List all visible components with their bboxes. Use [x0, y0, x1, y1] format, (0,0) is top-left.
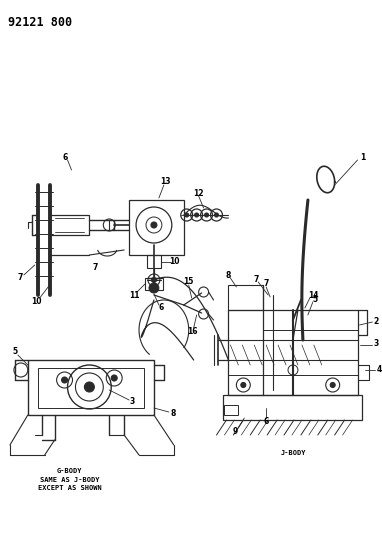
Text: 8: 8 [170, 408, 175, 417]
Text: 10: 10 [170, 257, 180, 266]
Text: 16: 16 [188, 327, 198, 335]
Circle shape [84, 382, 94, 392]
Circle shape [215, 213, 219, 217]
Text: 7: 7 [17, 273, 23, 282]
Text: G-BODY
SAME AS J-BODY
EXCEPT AS SHOWN: G-BODY SAME AS J-BODY EXCEPT AS SHOWN [38, 468, 101, 491]
Text: 5: 5 [312, 295, 317, 303]
Text: 8: 8 [226, 271, 231, 279]
Polygon shape [317, 166, 335, 193]
Circle shape [151, 222, 157, 228]
Circle shape [151, 278, 156, 282]
Text: 10: 10 [31, 296, 42, 305]
Text: 3: 3 [374, 340, 379, 349]
Circle shape [205, 213, 209, 217]
Text: 9: 9 [233, 427, 238, 437]
Circle shape [111, 375, 117, 381]
Circle shape [62, 377, 68, 383]
Text: 6: 6 [264, 417, 269, 426]
Text: 7: 7 [264, 279, 269, 287]
Text: 15: 15 [183, 278, 194, 287]
Text: 6: 6 [158, 303, 163, 312]
Text: 7: 7 [93, 263, 98, 272]
Circle shape [241, 383, 246, 387]
Text: J-BODY: J-BODY [280, 450, 306, 456]
Text: 1: 1 [360, 152, 365, 161]
Text: 12: 12 [193, 189, 204, 198]
Circle shape [149, 283, 159, 293]
Text: 4: 4 [377, 366, 382, 375]
Text: 6: 6 [63, 152, 68, 161]
Text: 5: 5 [12, 348, 18, 357]
Text: 7: 7 [254, 274, 259, 284]
Text: 2: 2 [374, 318, 379, 327]
Circle shape [185, 213, 189, 217]
Text: 11: 11 [129, 290, 139, 300]
Circle shape [330, 383, 335, 387]
Circle shape [195, 213, 199, 217]
Text: 13: 13 [160, 177, 171, 187]
Text: 92121 800: 92121 800 [8, 16, 72, 29]
Text: 14: 14 [309, 290, 319, 300]
Text: 3: 3 [129, 398, 135, 407]
